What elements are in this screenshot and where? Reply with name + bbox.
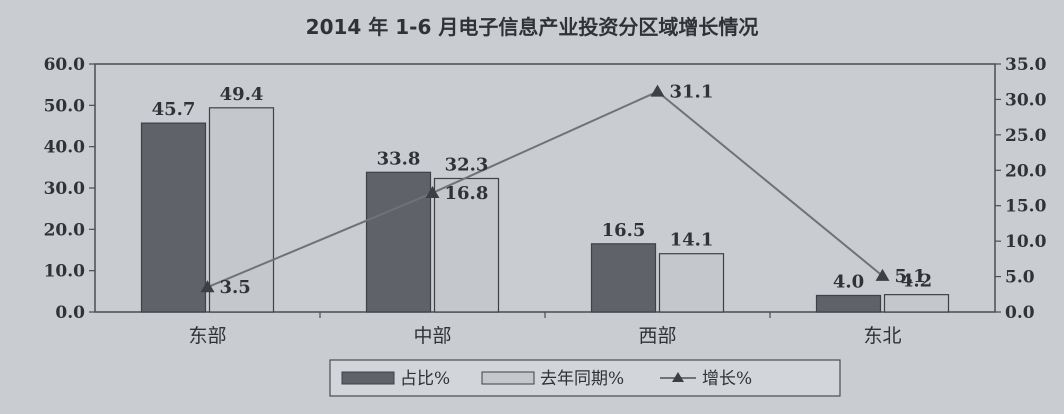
x-axis-category-label: 西部	[638, 325, 676, 347]
growth-value-label: 31.1	[670, 82, 714, 103]
x-axis-category-label: 东部	[188, 325, 226, 347]
bar-value-label: 14.1	[670, 230, 714, 251]
bar-value-label: 49.4	[220, 84, 264, 105]
right-axis-tick-label: 10.0	[1005, 232, 1047, 252]
left-axis-tick-label: 50.0	[44, 96, 86, 116]
bar-last-year	[433, 177, 500, 313]
growth-marker-triangle	[200, 280, 215, 293]
left-axis-tick-label: 20.0	[44, 220, 86, 240]
legend-label: 增长%	[702, 369, 752, 389]
legend-label: 去年同期%	[540, 369, 624, 389]
bar-share	[365, 171, 432, 313]
chart-title: 2014 年 1-6 月电子信息产业投资分区域增长情况	[306, 15, 759, 39]
x-axis-category-label: 东北	[863, 325, 901, 347]
data-labels-group: 45.7 33.8 16.5 4.0 49.4 32.3 14.1 4.2 3.5 16.8 31.…	[152, 82, 933, 299]
bar-value-label: 4.2	[901, 271, 932, 292]
bar-value-label: 33.8	[377, 148, 421, 169]
right-axis-tick-label: 30.0	[1005, 90, 1047, 110]
right-axis-tick-label: 0.0	[1005, 303, 1035, 323]
right-axis-tick-label: 35.0	[1005, 55, 1047, 75]
bar-last-year	[658, 253, 725, 313]
growth-line	[207, 90, 884, 289]
right-axis-tick-label: 5.0	[1005, 268, 1035, 288]
left-axis-tick-label: 10.0	[44, 262, 86, 282]
legend-label: 占比%	[400, 369, 450, 389]
bars-group	[140, 107, 950, 313]
growth-value-label: 5.1	[895, 266, 926, 287]
left-axis-tick-label: 40.0	[44, 138, 86, 158]
legend-swatch-bar	[341, 371, 395, 385]
legend-swatch-bar	[481, 371, 535, 385]
growth-value-label: 3.5	[220, 277, 251, 298]
growth-line-group	[200, 84, 890, 293]
bar-share	[815, 294, 882, 313]
growth-marker-triangle	[650, 84, 665, 97]
growth-marker-triangle	[875, 268, 890, 281]
bar-last-year	[208, 107, 275, 313]
right-axis-tick-label: 15.0	[1005, 197, 1047, 217]
legend: 占比% 去年同期% 增长%	[329, 359, 841, 397]
bar-share	[140, 122, 207, 313]
legend-swatch-triangle	[672, 372, 684, 382]
bar-last-year	[883, 294, 950, 313]
left-axis-tick-label: 60.0	[44, 55, 86, 75]
growth-marker-triangle	[425, 185, 440, 198]
left-axis-tick-label: 0.0	[55, 303, 85, 323]
growth-value-label: 16.8	[445, 183, 489, 204]
bar-value-label: 45.7	[152, 99, 196, 120]
x-axis-category-label: 中部	[413, 325, 451, 347]
bar-share	[590, 243, 657, 313]
bar-value-label: 16.5	[602, 220, 646, 241]
axes-group: 0.0 10.0 20.0 30.0 40.0 50.0 60.0 0.0 5.0 10.0 15.…	[44, 55, 1047, 347]
right-axis-tick-label: 20.0	[1005, 161, 1047, 181]
right-axis-tick-label: 25.0	[1005, 126, 1047, 146]
left-axis-tick-label: 30.0	[44, 179, 86, 199]
bar-value-label: 32.3	[445, 154, 489, 175]
bar-value-label: 4.0	[833, 271, 864, 292]
legend-frame	[329, 359, 841, 397]
